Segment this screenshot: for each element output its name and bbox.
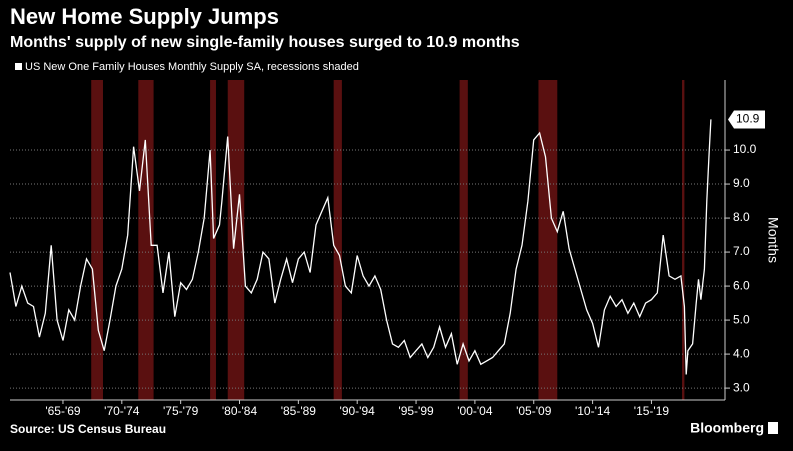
recession-band xyxy=(333,80,342,400)
y-tick-label: 10.0 xyxy=(733,142,757,156)
chart-title: New Home Supply Jumps xyxy=(10,4,279,29)
x-tick-label: '05-'09 xyxy=(516,404,552,418)
legend-swatch xyxy=(15,63,22,70)
recession-band xyxy=(210,80,216,400)
y-tick-label: 6.0 xyxy=(733,278,750,292)
x-tick-label: '80-'84 xyxy=(222,404,258,418)
value-label-box xyxy=(728,110,765,129)
x-tick-label: '95-'99 xyxy=(398,404,434,418)
recession-band xyxy=(227,80,245,400)
brand: Bloomberg xyxy=(690,420,764,436)
chart-subtitle: Months' supply of new single-family hous… xyxy=(10,34,520,51)
source: Source: US Census Bureau xyxy=(10,422,166,436)
x-tick-label: '85-'89 xyxy=(281,404,317,418)
x-tick-label: '70-'74 xyxy=(104,404,140,418)
y-tick-label: 3.0 xyxy=(733,380,750,394)
brand-icon xyxy=(768,422,778,434)
x-tick-label: '65-'69 xyxy=(45,404,81,418)
y-tick-label: 9.0 xyxy=(733,176,750,190)
legend-label: US New One Family Houses Monthly Supply … xyxy=(25,61,359,73)
y-tick-label: 7.0 xyxy=(733,244,750,258)
value-label: 10.9 xyxy=(736,112,760,126)
y-tick-label: 5.0 xyxy=(733,312,750,326)
y-tick-label: 4.0 xyxy=(733,346,750,360)
x-tick-label: '15-'19 xyxy=(634,404,670,418)
y-tick-label: 8.0 xyxy=(733,210,750,224)
recession-band xyxy=(682,80,685,400)
x-tick-label: '75-'79 xyxy=(163,404,199,418)
recession-band xyxy=(459,80,468,400)
recession-band xyxy=(538,80,558,400)
recession-band xyxy=(91,80,103,400)
x-tick-label: '00-'04 xyxy=(457,404,493,418)
x-tick-label: '90-'94 xyxy=(340,404,376,418)
x-tick-label: '10-'14 xyxy=(575,404,611,418)
y-axis-label: Months xyxy=(765,217,781,263)
series-line xyxy=(9,119,712,375)
